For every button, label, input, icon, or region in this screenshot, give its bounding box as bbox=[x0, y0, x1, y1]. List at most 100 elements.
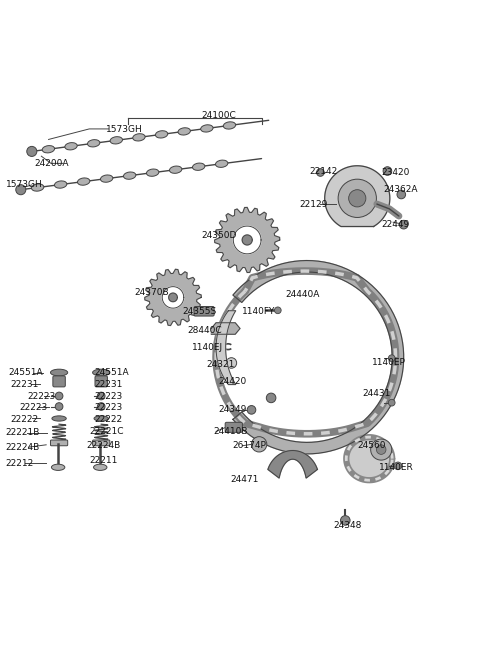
Text: 28440C: 28440C bbox=[187, 327, 222, 335]
Circle shape bbox=[266, 393, 276, 403]
Ellipse shape bbox=[223, 122, 236, 129]
Circle shape bbox=[252, 437, 267, 452]
Circle shape bbox=[317, 169, 324, 176]
Text: 1140EJ: 1140EJ bbox=[192, 343, 223, 352]
Circle shape bbox=[376, 445, 386, 455]
Ellipse shape bbox=[50, 369, 68, 376]
Circle shape bbox=[340, 516, 350, 525]
Text: 22129: 22129 bbox=[300, 200, 328, 208]
Circle shape bbox=[247, 405, 256, 414]
Circle shape bbox=[394, 462, 402, 470]
FancyBboxPatch shape bbox=[225, 422, 242, 432]
Text: 22224B: 22224B bbox=[87, 442, 121, 450]
Text: 22223: 22223 bbox=[94, 403, 122, 412]
FancyBboxPatch shape bbox=[194, 306, 214, 316]
Text: 1140EP: 1140EP bbox=[372, 357, 406, 367]
Text: 24431: 24431 bbox=[362, 388, 390, 397]
Ellipse shape bbox=[52, 416, 66, 421]
Circle shape bbox=[97, 403, 105, 411]
Ellipse shape bbox=[54, 181, 67, 188]
Polygon shape bbox=[211, 323, 240, 334]
Ellipse shape bbox=[216, 160, 228, 168]
Text: 24420: 24420 bbox=[218, 376, 247, 386]
Text: 24440A: 24440A bbox=[286, 290, 320, 300]
Circle shape bbox=[383, 167, 392, 175]
Text: 22223: 22223 bbox=[94, 392, 122, 401]
Polygon shape bbox=[168, 293, 177, 302]
Circle shape bbox=[16, 185, 26, 194]
Ellipse shape bbox=[32, 184, 44, 191]
Text: 22224B: 22224B bbox=[5, 443, 40, 452]
Text: 22222: 22222 bbox=[10, 415, 38, 424]
Ellipse shape bbox=[133, 133, 145, 141]
Ellipse shape bbox=[169, 166, 182, 173]
Ellipse shape bbox=[146, 169, 159, 176]
Ellipse shape bbox=[110, 137, 122, 144]
Text: 24551A: 24551A bbox=[8, 368, 43, 377]
Text: 24560: 24560 bbox=[357, 442, 386, 450]
Ellipse shape bbox=[94, 464, 107, 470]
Ellipse shape bbox=[192, 163, 205, 170]
Text: 22231: 22231 bbox=[94, 380, 122, 389]
Circle shape bbox=[226, 357, 237, 368]
Text: 22231: 22231 bbox=[10, 380, 39, 389]
Text: 24100C: 24100C bbox=[202, 111, 237, 120]
Text: 22222: 22222 bbox=[94, 415, 122, 424]
Circle shape bbox=[27, 147, 37, 156]
Ellipse shape bbox=[93, 369, 110, 376]
Circle shape bbox=[388, 399, 395, 406]
Text: 23420: 23420 bbox=[381, 168, 409, 177]
Text: 24321: 24321 bbox=[206, 360, 235, 369]
Text: 22221C: 22221C bbox=[89, 427, 124, 436]
Circle shape bbox=[371, 439, 392, 460]
Text: 24370B: 24370B bbox=[135, 288, 169, 297]
Circle shape bbox=[55, 392, 63, 400]
Text: 24471: 24471 bbox=[230, 475, 259, 484]
Circle shape bbox=[348, 190, 366, 207]
Circle shape bbox=[397, 190, 406, 199]
Ellipse shape bbox=[87, 140, 100, 147]
Ellipse shape bbox=[77, 178, 90, 185]
Polygon shape bbox=[324, 166, 390, 227]
Polygon shape bbox=[268, 451, 317, 478]
Ellipse shape bbox=[65, 143, 77, 150]
Circle shape bbox=[388, 355, 395, 361]
FancyBboxPatch shape bbox=[93, 440, 110, 445]
Polygon shape bbox=[215, 208, 280, 273]
Polygon shape bbox=[145, 269, 201, 325]
Text: 22211: 22211 bbox=[89, 455, 118, 464]
Ellipse shape bbox=[42, 146, 55, 153]
Ellipse shape bbox=[178, 127, 191, 135]
Text: 22212: 22212 bbox=[5, 459, 34, 468]
Polygon shape bbox=[233, 261, 404, 454]
FancyBboxPatch shape bbox=[53, 376, 65, 387]
Ellipse shape bbox=[94, 416, 108, 421]
Text: 24362A: 24362A bbox=[384, 185, 418, 194]
Text: 26174P: 26174P bbox=[233, 442, 267, 450]
Polygon shape bbox=[162, 286, 184, 308]
Ellipse shape bbox=[156, 131, 168, 138]
Text: 1140ER: 1140ER bbox=[379, 463, 414, 472]
Text: 24350D: 24350D bbox=[202, 231, 237, 240]
Circle shape bbox=[275, 307, 281, 313]
Text: 22221B: 22221B bbox=[5, 428, 40, 438]
Text: 1573GH: 1573GH bbox=[5, 181, 42, 189]
Text: 24410B: 24410B bbox=[214, 427, 248, 436]
Ellipse shape bbox=[201, 125, 213, 132]
Circle shape bbox=[97, 392, 105, 400]
Text: 22223: 22223 bbox=[20, 403, 48, 412]
Ellipse shape bbox=[123, 172, 136, 179]
Ellipse shape bbox=[51, 464, 65, 470]
Text: 22223: 22223 bbox=[27, 392, 55, 401]
Text: 22449: 22449 bbox=[381, 219, 409, 229]
Text: 24200A: 24200A bbox=[34, 159, 69, 168]
Text: 24348: 24348 bbox=[333, 521, 362, 530]
Circle shape bbox=[399, 220, 408, 229]
Polygon shape bbox=[346, 437, 392, 480]
Polygon shape bbox=[233, 226, 261, 254]
Text: 22142: 22142 bbox=[310, 167, 337, 176]
Text: 1140FY: 1140FY bbox=[242, 307, 276, 316]
Text: 1573GH: 1573GH bbox=[106, 125, 143, 135]
FancyBboxPatch shape bbox=[50, 440, 68, 445]
Circle shape bbox=[338, 179, 376, 217]
